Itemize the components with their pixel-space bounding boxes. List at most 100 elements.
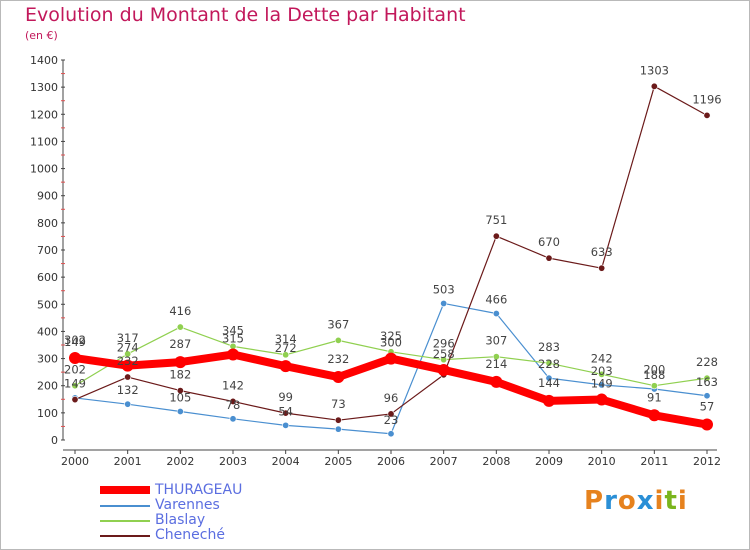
data-point [71, 382, 79, 390]
data-point [437, 363, 450, 376]
data-label: 232 [327, 352, 349, 366]
data-point [71, 396, 79, 404]
data-point [703, 374, 711, 382]
y-tick-label: 1100 [30, 135, 58, 148]
data-point [648, 409, 661, 422]
data-label: 203 [591, 364, 613, 378]
data-point [598, 264, 606, 272]
legend-label: Blaslay [155, 512, 206, 528]
data-label: 670 [538, 235, 560, 249]
data-point [492, 232, 500, 240]
data-label: 54 [278, 404, 293, 418]
data-label: 307 [485, 334, 507, 348]
legend-swatch [100, 520, 150, 522]
y-tick-label: 500 [37, 298, 58, 311]
x-tick-label: 2004 [272, 455, 300, 468]
data-label: 232 [117, 354, 139, 368]
y-tick-label: 800 [37, 217, 58, 230]
data-point [282, 409, 290, 417]
data-point [124, 400, 132, 408]
data-point [650, 82, 658, 90]
data-label: 416 [169, 304, 191, 318]
y-tick-label: 100 [37, 407, 58, 420]
logo-letter: t [664, 486, 678, 516]
data-label: 287 [169, 337, 191, 351]
y-tick-label: 0 [51, 434, 58, 447]
data-point [492, 353, 500, 361]
data-point [176, 387, 184, 395]
legend-swatch [100, 505, 150, 507]
data-label: 149 [64, 335, 86, 349]
y-tick-label: 300 [37, 353, 58, 366]
data-label: 149 [591, 377, 613, 391]
x-tick-label: 2007 [430, 455, 458, 468]
data-label: 296 [433, 337, 455, 351]
data-point [387, 430, 395, 438]
data-label: 466 [485, 293, 507, 307]
data-label: 142 [222, 378, 244, 392]
data-label: 314 [275, 332, 297, 346]
legend-item: Blaslay [100, 512, 320, 528]
data-point [703, 392, 711, 400]
data-point [69, 352, 81, 365]
data-label: 633 [591, 245, 613, 259]
data-label: 317 [117, 331, 139, 345]
x-tick-label: 2012 [693, 455, 721, 468]
legend-item: Varennes [100, 497, 320, 513]
data-label: 228 [538, 357, 560, 371]
x-tick-label: 2001 [114, 455, 142, 468]
data-point [543, 394, 555, 407]
data-point [229, 415, 237, 423]
legend-item: Cheneché [100, 527, 320, 543]
data-label: 283 [538, 340, 560, 354]
y-tick-label: 600 [37, 271, 58, 284]
y-tick-label: 1400 [30, 54, 58, 67]
data-point [334, 416, 342, 424]
data-label: 73 [331, 397, 346, 411]
data-point [227, 348, 239, 361]
logo-letter: i [654, 486, 665, 516]
data-point [229, 397, 237, 405]
data-label: 325 [380, 329, 402, 343]
data-label: 57 [700, 400, 715, 414]
data-label: 144 [538, 376, 560, 390]
data-label: 149 [64, 377, 86, 391]
data-label: 132 [117, 383, 139, 397]
y-tick-label: 1300 [30, 81, 58, 94]
y-tick-label: 1000 [30, 163, 58, 176]
data-label: 300 [380, 336, 402, 350]
data-label: 91 [647, 390, 662, 404]
data-point [545, 374, 553, 382]
data-point [703, 111, 711, 119]
proxiti-logo: Proxiti [584, 486, 688, 516]
x-tick-label: 2003 [219, 455, 247, 468]
data-label: 258 [433, 347, 455, 361]
y-tick-label: 900 [37, 190, 58, 203]
data-label: 105 [169, 391, 191, 405]
data-point [650, 382, 658, 390]
data-label: 274 [117, 341, 139, 355]
legend-label: Cheneché [155, 527, 225, 543]
data-point [174, 356, 187, 369]
legend-swatch [100, 535, 150, 537]
x-tick-label: 2008 [482, 455, 510, 468]
legend: THURAGEAU Varennes Blaslay Cheneché [100, 482, 320, 543]
data-label: 163 [696, 375, 718, 389]
data-label: 96 [384, 391, 399, 405]
data-label: 345 [222, 323, 244, 337]
data-point [279, 360, 292, 373]
data-label: 200 [643, 363, 665, 377]
data-label: 78 [226, 398, 241, 412]
chart-title: Evolution du Montant de la Dette par Hab… [25, 4, 466, 26]
y-tick-label: 700 [37, 244, 58, 257]
data-point [595, 393, 608, 406]
data-label: 182 [169, 368, 191, 382]
data-point [282, 421, 290, 429]
data-label: 503 [433, 282, 455, 296]
data-point [176, 323, 184, 331]
data-label: 302 [64, 333, 86, 347]
legend-item: THURAGEAU [100, 482, 320, 498]
data-point [176, 407, 184, 415]
